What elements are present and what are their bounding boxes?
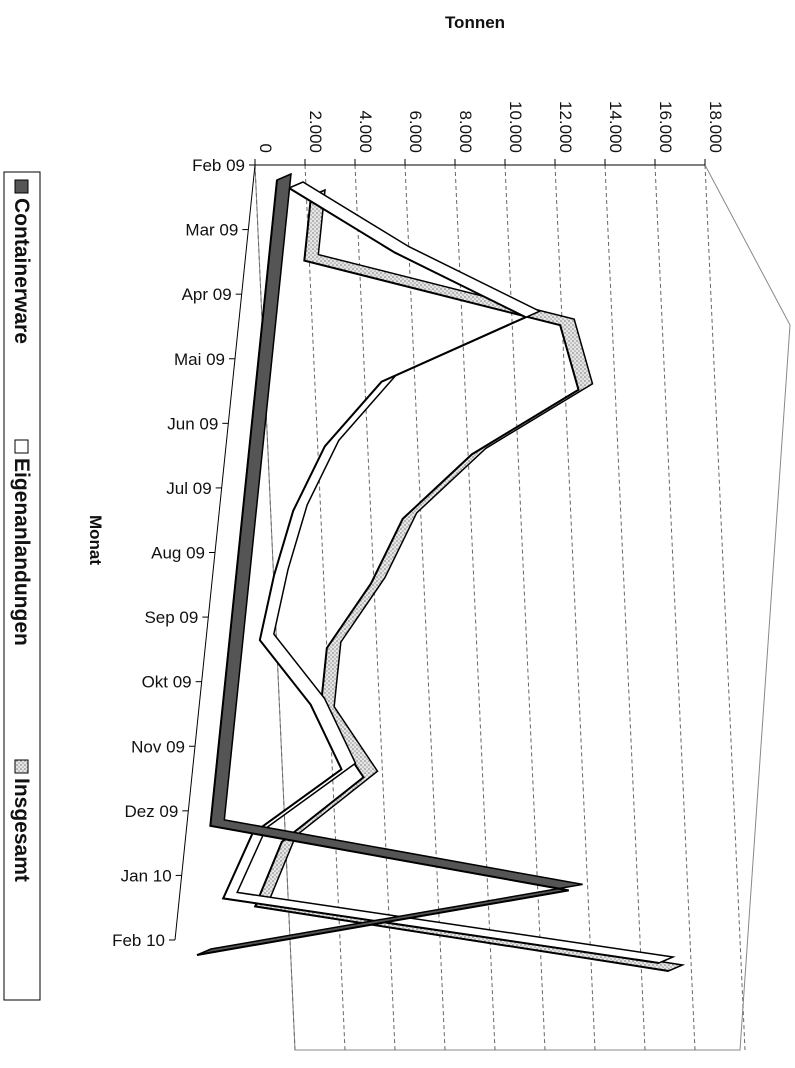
x-tick-label: 14.000 xyxy=(606,101,625,153)
series-line xyxy=(196,179,569,956)
grid-line xyxy=(404,164,446,1051)
x-tick-label: 18.000 xyxy=(706,101,725,153)
x-tick-label: 10.000 xyxy=(506,101,525,153)
legend-swatch xyxy=(14,179,29,194)
series-line xyxy=(253,195,669,972)
x-tick-label: 6.000 xyxy=(406,110,425,153)
legend-box xyxy=(3,171,41,1001)
x-tick-label: 4.000 xyxy=(356,110,375,153)
grid-line xyxy=(704,164,746,1051)
x-tick-label: 8.000 xyxy=(456,110,475,153)
grid-line xyxy=(354,164,396,1051)
legend-label: Containerware xyxy=(10,198,33,344)
y-tick-label: Feb 10 xyxy=(112,931,165,950)
ribbon xyxy=(254,188,686,972)
y-tick-label: Feb 09 xyxy=(192,156,245,175)
y-tick-label: Mar 09 xyxy=(185,221,238,240)
legend-label: Eigenanlandungen xyxy=(10,458,33,646)
x-axis-title: Tonnen xyxy=(445,13,505,32)
y-tick-label: Okt 09 xyxy=(142,673,192,692)
y-tick-label: Sep 09 xyxy=(144,608,198,627)
x-tick-label: 0 xyxy=(256,144,275,153)
x-tick-label: 16.000 xyxy=(656,101,675,153)
x-tick-label: 12.000 xyxy=(556,101,575,153)
y-tick-label: Mai 09 xyxy=(174,350,225,369)
y-tick-label: Jan 10 xyxy=(121,866,172,885)
y-tick-label: Jun 09 xyxy=(167,414,218,433)
y-tick-label: Aug 09 xyxy=(151,544,205,563)
legend-label: Insgesamt xyxy=(10,778,33,882)
y-axis-title: Monat xyxy=(86,515,105,565)
y-tick-label: Jul 09 xyxy=(166,479,211,498)
grid-line xyxy=(554,164,596,1051)
grid-line xyxy=(654,164,696,1051)
y-tick-label: Apr 09 xyxy=(182,285,232,304)
legend-swatch xyxy=(14,439,29,454)
legend-swatch xyxy=(14,759,29,774)
y-tick-label: Dez 09 xyxy=(124,802,178,821)
x-tick-label: 2.000 xyxy=(306,110,325,153)
y-tick-label: Nov 09 xyxy=(131,737,185,756)
grid-line xyxy=(604,164,646,1051)
grid-line xyxy=(304,164,346,1051)
